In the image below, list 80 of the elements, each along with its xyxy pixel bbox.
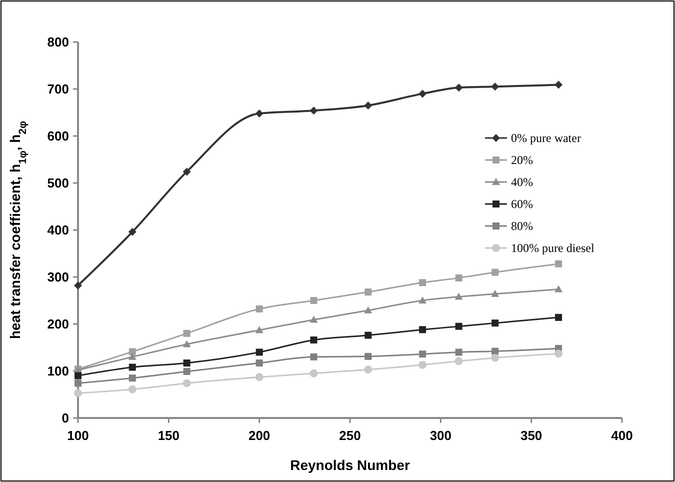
point xyxy=(255,109,264,118)
point xyxy=(128,352,136,360)
point xyxy=(310,297,318,304)
legend-label: 40% xyxy=(511,175,533,190)
y-tick-label: 800 xyxy=(47,34,69,50)
y-tick-label: 600 xyxy=(47,128,69,144)
point xyxy=(256,360,263,367)
point xyxy=(555,260,562,268)
point xyxy=(492,320,499,327)
point xyxy=(364,288,372,296)
y-tick-label: 400 xyxy=(47,222,69,238)
point xyxy=(364,306,372,314)
point xyxy=(455,274,462,282)
legend-label: 100% pure diesel xyxy=(511,241,595,256)
point xyxy=(491,82,500,91)
x-tick-label: 350 xyxy=(520,428,542,443)
point xyxy=(74,372,82,380)
point xyxy=(455,348,462,356)
x-tick-label: 150 xyxy=(158,428,180,443)
point xyxy=(364,101,372,110)
legend-label: 20% xyxy=(511,153,533,168)
point xyxy=(419,326,426,334)
point xyxy=(364,366,372,374)
point xyxy=(454,357,463,366)
point xyxy=(182,340,191,348)
point xyxy=(418,90,427,98)
legend-label: 60% xyxy=(511,197,533,212)
point xyxy=(454,84,463,92)
point xyxy=(128,374,136,382)
x-tick-label: 200 xyxy=(248,428,270,443)
point xyxy=(364,332,372,339)
point xyxy=(74,380,82,387)
point xyxy=(183,330,190,337)
x-tick-label: 250 xyxy=(339,428,361,443)
x-tick-label: 100 xyxy=(67,428,89,443)
point xyxy=(554,285,563,292)
point xyxy=(310,316,318,323)
point xyxy=(256,348,263,356)
point xyxy=(492,268,499,276)
point xyxy=(555,314,562,321)
point xyxy=(128,348,136,356)
x-tick-label: 300 xyxy=(430,428,452,443)
point xyxy=(554,80,563,89)
point xyxy=(256,305,263,312)
legend-label: 0% pure water xyxy=(511,131,581,146)
point xyxy=(310,336,318,344)
point xyxy=(128,364,136,371)
point xyxy=(255,373,264,382)
point xyxy=(183,360,190,367)
point xyxy=(419,279,426,286)
point xyxy=(364,352,372,360)
point xyxy=(255,326,264,334)
legend-label: 80% xyxy=(511,219,533,234)
point xyxy=(74,281,82,290)
point xyxy=(310,353,318,360)
x-axis-title: Reynolds Number xyxy=(290,457,410,473)
y-tick-label: 700 xyxy=(47,82,69,97)
point xyxy=(419,350,426,358)
x-tick-label: 400 xyxy=(611,428,633,443)
point xyxy=(128,385,136,394)
point xyxy=(491,290,500,297)
point xyxy=(455,322,462,330)
point xyxy=(183,368,190,375)
y-tick-label: 100 xyxy=(47,364,69,379)
y-tick-label: 500 xyxy=(47,176,69,191)
y-tick-label: 300 xyxy=(47,270,69,285)
point xyxy=(454,292,463,300)
point xyxy=(182,379,191,388)
point xyxy=(310,369,318,378)
point xyxy=(182,168,191,176)
point xyxy=(418,360,427,369)
point xyxy=(74,389,82,398)
point xyxy=(128,228,136,236)
point xyxy=(310,106,318,115)
point xyxy=(554,350,563,358)
y-tick-label: 0 xyxy=(62,410,69,426)
point xyxy=(491,354,500,362)
point xyxy=(418,296,427,304)
y-tick-label: 200 xyxy=(47,316,69,332)
point xyxy=(492,348,499,355)
